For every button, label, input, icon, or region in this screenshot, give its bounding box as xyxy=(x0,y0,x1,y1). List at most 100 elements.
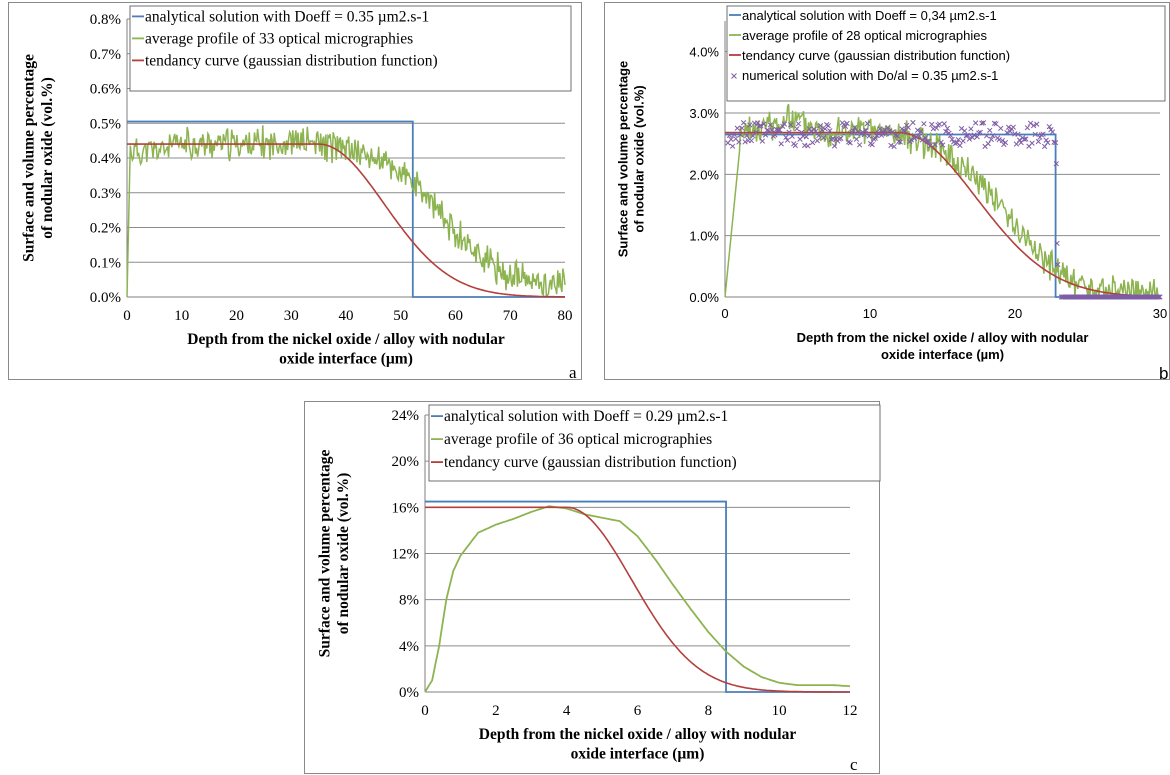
numerical-point-b xyxy=(792,142,798,149)
numerical-point-b xyxy=(855,128,861,134)
numerical-point-b xyxy=(919,137,925,143)
chart-c-svg: 0% 4% 8% 12% 16% 20% 24% 0 2 4 6 8 10 12 Depth from th… xyxy=(316,404,881,774)
numerical-point-b xyxy=(736,139,742,145)
numerical-point-b xyxy=(983,133,990,139)
numerical-point-b xyxy=(866,133,872,139)
numerical-point-b xyxy=(794,126,800,132)
numerical-point-b xyxy=(784,137,791,143)
numerical-point-b xyxy=(940,142,946,148)
chart-a-svg: 0.0% 0.1% 0.2% 0.3% 0.4% 0.5% 0.6% 0.7% 0.8% 0 10 2… xyxy=(20,5,577,381)
numerical-point-b xyxy=(748,137,755,144)
legend-box-a xyxy=(129,5,572,92)
numerical-point-b xyxy=(938,139,944,145)
numerical-point-b xyxy=(1046,124,1052,130)
numerical-point-b xyxy=(744,133,750,139)
legend-label-b: tendancy curve (gaussian distribution fu… xyxy=(742,48,1010,63)
numerical-point-b xyxy=(795,121,802,127)
numerical-point-b xyxy=(737,132,744,138)
numerical-point-b xyxy=(990,133,996,139)
numerical-point-b xyxy=(966,136,973,142)
x-tick-label-a: 20 xyxy=(229,308,244,324)
numerical-point-b xyxy=(977,129,983,135)
numerical-point-b xyxy=(918,128,924,135)
numerical-point-b xyxy=(805,143,811,149)
numerical-point-b xyxy=(947,132,954,139)
numerical-point-b xyxy=(957,142,963,149)
numerical-point-b xyxy=(1002,139,1009,146)
numerical-point-b xyxy=(993,121,999,127)
numerical-point-b xyxy=(943,128,949,135)
y-tick-label-b: 2.0% xyxy=(689,167,719,182)
x-tick-label-a: 40 xyxy=(339,308,354,324)
numerical-point-b xyxy=(861,131,867,138)
numerical-point-b xyxy=(1054,240,1060,247)
numerical-point-b xyxy=(864,120,871,127)
series-numerical-b xyxy=(725,119,1163,300)
numerical-point-b xyxy=(786,129,792,135)
panel-letter-c: c xyxy=(850,755,858,774)
x-axis-label-b: oxide interface (µm) xyxy=(881,347,1004,362)
legend-label-a: tendancy curve (gaussian distribution fu… xyxy=(145,52,438,69)
series-tendency-c xyxy=(425,506,850,693)
y-tick-label-b: 3.0% xyxy=(689,106,719,121)
numerical-point-b xyxy=(882,127,888,133)
numerical-point-b xyxy=(1030,122,1037,129)
numerical-point-b xyxy=(1049,129,1056,135)
y-axis-label-c: of nodular oxide (vol.%) xyxy=(335,473,352,635)
y-tick-label-a: 0.7% xyxy=(90,47,121,63)
series-analytical-a xyxy=(127,120,565,298)
numerical-point-b xyxy=(734,125,740,131)
numerical-point-b xyxy=(900,127,907,133)
numerical-point-b xyxy=(1034,121,1040,127)
y-tick-label-c: 0% xyxy=(399,685,419,701)
numerical-point-b xyxy=(1015,131,1021,137)
numerical-point-b xyxy=(962,128,968,134)
chart-panel-a: 0.0% 0.1% 0.2% 0.3% 0.4% 0.5% 0.6% 0.7% 0.8% 0 10 2… xyxy=(8,2,582,381)
numerical-point-b xyxy=(880,130,886,136)
legend-label-a: analytical solution with Doeff = 0.35 µm… xyxy=(145,8,429,25)
numerical-point-b xyxy=(1157,294,1163,300)
numerical-point-b xyxy=(798,129,805,136)
y-tick-label-b: 1.0% xyxy=(689,229,719,244)
x-tick-label-b: 30 xyxy=(1153,306,1167,321)
y-axis-label-c: Surface and volume percentage xyxy=(316,450,333,658)
x-axis-label-c: oxide interface (µm) xyxy=(571,746,705,763)
numerical-point-b xyxy=(891,143,897,150)
numerical-point-b xyxy=(803,134,809,140)
numerical-point-b xyxy=(875,130,882,136)
legend-box-c xyxy=(428,404,881,482)
numerical-point-b xyxy=(972,120,979,126)
numerical-point-b xyxy=(1024,125,1031,131)
numerical-point-b xyxy=(860,129,866,135)
legend-label-c: tendancy curve (gaussian distribution fu… xyxy=(444,454,737,471)
y-tick-label-a: 0.8% xyxy=(90,12,121,28)
x-tick-label-c: 2 xyxy=(492,703,500,719)
numerical-point-b xyxy=(933,125,940,131)
numerical-point-b xyxy=(872,135,878,141)
numerical-point-b xyxy=(863,127,869,133)
numerical-point-b xyxy=(927,143,933,149)
numerical-point-b xyxy=(1007,128,1013,134)
numerical-point-b xyxy=(764,127,770,133)
numerical-point-b xyxy=(916,133,922,139)
x-axis-label-b: Depth from the nickel oxide / alloy with… xyxy=(797,330,1089,345)
numerical-point-b xyxy=(991,120,998,126)
numerical-point-b xyxy=(1155,294,1161,300)
numerical-point-b xyxy=(853,136,860,142)
numerical-point-b xyxy=(897,139,904,145)
y-axis-label-a: of nodular oxide (vol.%) xyxy=(39,77,56,239)
x-axis-label-c: Depth from the nickel oxide / alloy with… xyxy=(479,726,797,743)
numerical-point-b xyxy=(976,130,982,136)
numerical-point-b xyxy=(1053,161,1059,167)
numerical-point-b xyxy=(1055,261,1061,268)
numerical-point-b xyxy=(740,120,747,126)
numerical-point-b xyxy=(974,134,980,140)
numerical-point-b xyxy=(809,139,816,146)
numerical-point-b xyxy=(1023,136,1029,142)
numerical-point-b xyxy=(742,139,748,145)
numerical-point-b xyxy=(813,128,819,135)
series-tendency-a xyxy=(127,143,566,298)
numerical-point-b xyxy=(908,137,915,143)
legend-marker-b xyxy=(731,73,737,79)
panel-letter-a: a xyxy=(569,363,577,381)
